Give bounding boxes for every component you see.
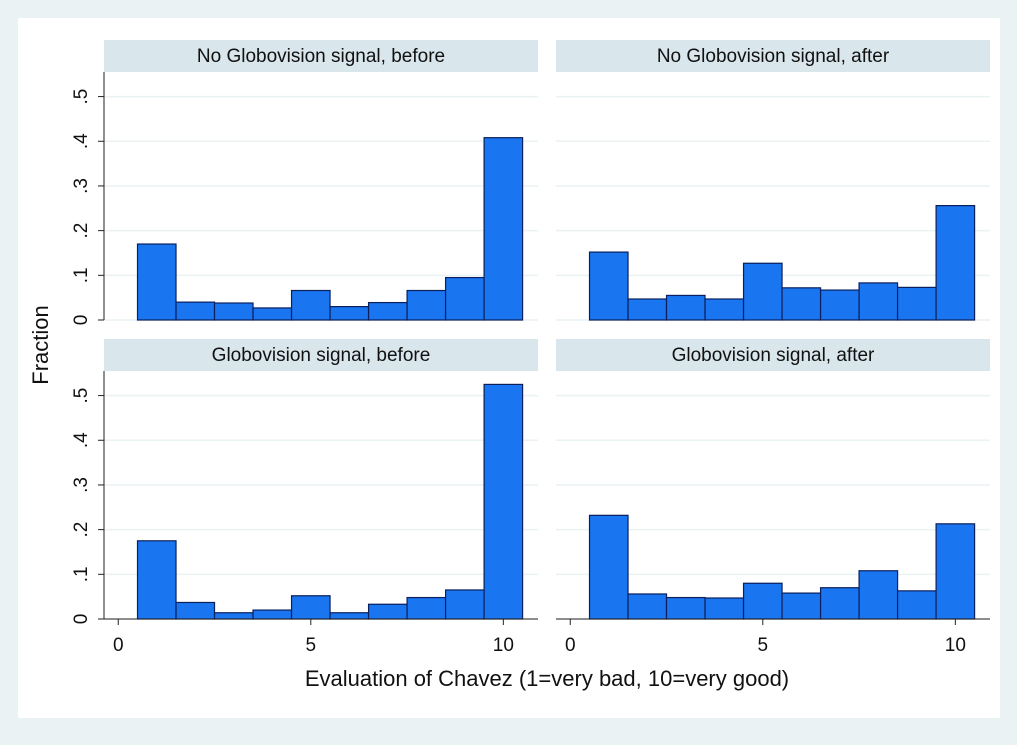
- bar: [858, 282, 899, 321]
- bar: [742, 262, 783, 321]
- bar: [483, 137, 524, 321]
- panel-header: [104, 339, 538, 371]
- y-tick-label: .2: [71, 522, 92, 538]
- bar: [175, 601, 216, 620]
- bar: [704, 597, 745, 620]
- bar: [252, 609, 293, 620]
- x-tick-label: 0: [565, 635, 576, 656]
- bar: [742, 582, 783, 620]
- x-tick-label: 5: [306, 635, 317, 656]
- bar: [290, 289, 331, 321]
- bar: [781, 592, 822, 620]
- y-tick-label: 0: [71, 614, 92, 625]
- panel-title: No Globovision signal, before: [197, 46, 445, 67]
- bar: [704, 298, 745, 321]
- bar: [175, 301, 216, 321]
- y-tick-label: .5: [71, 388, 92, 404]
- bar: [329, 305, 370, 321]
- y-tick-label: .4: [71, 432, 92, 448]
- bar: [819, 289, 860, 321]
- bar: [819, 587, 860, 620]
- y-tick-label: .3: [71, 178, 92, 194]
- y-axis-label: Fraction: [28, 305, 53, 384]
- panel-title: Globovision signal, after: [672, 345, 875, 366]
- panel-title: No Globovision signal, after: [657, 46, 890, 67]
- bar: [627, 298, 668, 321]
- bar: [896, 286, 937, 321]
- panel-header: [556, 40, 990, 72]
- bar: [627, 593, 668, 620]
- bar: [367, 603, 408, 620]
- bar: [588, 514, 629, 620]
- bar: [290, 595, 331, 620]
- bar: [136, 540, 177, 620]
- y-tick-label: 0: [71, 315, 92, 326]
- x-tick-label: 10: [493, 635, 514, 656]
- bar: [367, 301, 408, 321]
- panel-title: Globovision signal, before: [212, 345, 431, 366]
- x-tick-label: 5: [758, 635, 769, 656]
- bar: [136, 243, 177, 321]
- y-tick-label: .4: [71, 133, 92, 149]
- x-tick-label: 10: [945, 635, 966, 656]
- bar: [483, 383, 524, 620]
- bar: [406, 596, 447, 620]
- bar: [858, 570, 899, 620]
- x-axis-label: Evaluation of Chavez (1=very bad, 10=ver…: [305, 666, 789, 691]
- bar: [213, 612, 254, 620]
- y-tick-label: .1: [71, 566, 92, 582]
- y-tick-label: .5: [71, 89, 92, 105]
- bar: [252, 307, 293, 321]
- bar: [213, 302, 254, 321]
- bar: [444, 589, 485, 620]
- bar: [444, 276, 485, 321]
- panel-header: [556, 339, 990, 371]
- bar: [935, 523, 976, 620]
- bar: [665, 596, 706, 620]
- bar: [329, 612, 370, 620]
- y-tick-label: .1: [71, 267, 92, 283]
- y-tick-label: .3: [71, 477, 92, 493]
- y-tick-label: .2: [71, 223, 92, 239]
- bar: [896, 590, 937, 620]
- x-tick-label: 0: [113, 635, 124, 656]
- bar: [781, 287, 822, 321]
- bar: [406, 289, 447, 321]
- panel-header: [104, 40, 538, 72]
- bar: [935, 205, 976, 321]
- bar: [588, 251, 629, 321]
- bar: [665, 294, 706, 321]
